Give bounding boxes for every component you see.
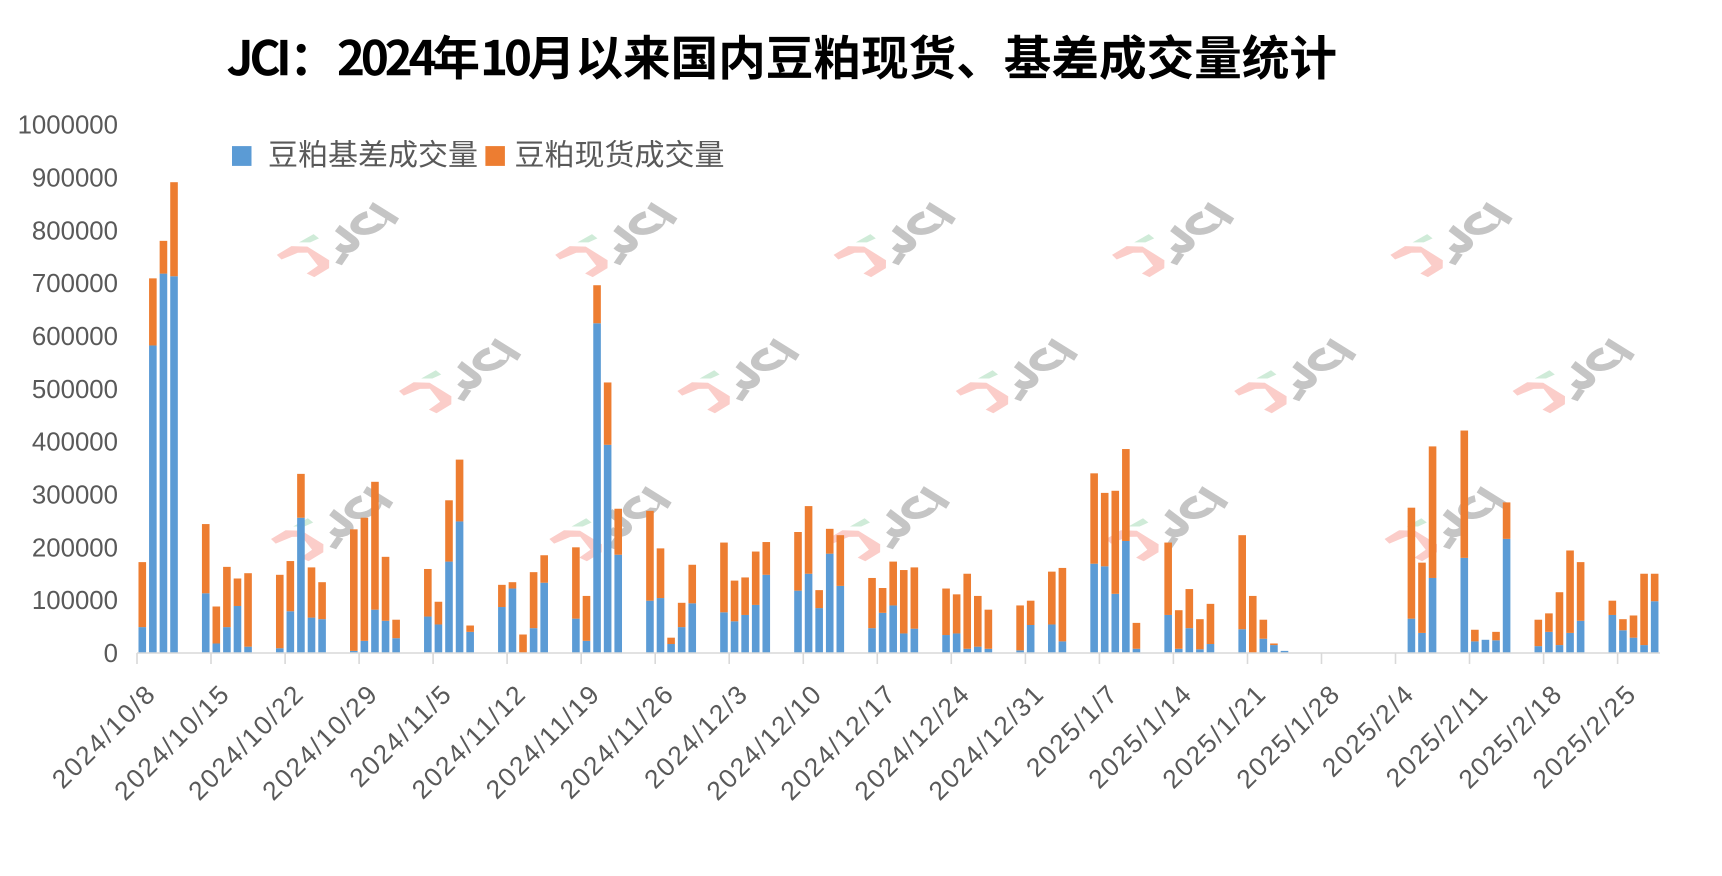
svg-text:0: 0 bbox=[104, 640, 118, 668]
svg-text:500000: 500000 bbox=[32, 376, 118, 404]
svg-text:1000000: 1000000 bbox=[18, 112, 118, 140]
svg-text:100000: 100000 bbox=[32, 587, 118, 615]
svg-text:900000: 900000 bbox=[32, 164, 118, 192]
svg-text:300000: 300000 bbox=[32, 482, 118, 510]
svg-text:600000: 600000 bbox=[32, 323, 118, 351]
svg-text:800000: 800000 bbox=[32, 217, 118, 245]
svg-text:200000: 200000 bbox=[32, 534, 118, 562]
svg-text:700000: 700000 bbox=[32, 270, 118, 298]
svg-text:400000: 400000 bbox=[32, 429, 118, 457]
